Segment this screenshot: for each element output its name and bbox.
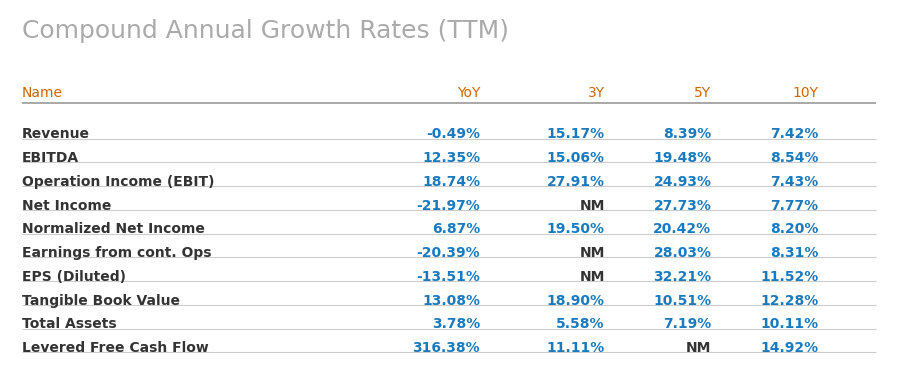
Text: -0.49%: -0.49% xyxy=(427,127,480,142)
Text: 8.31%: 8.31% xyxy=(770,246,818,260)
Text: 19.50%: 19.50% xyxy=(547,223,604,236)
Text: 3.78%: 3.78% xyxy=(432,317,480,331)
Text: 15.17%: 15.17% xyxy=(547,127,604,142)
Text: Normalized Net Income: Normalized Net Income xyxy=(22,223,205,236)
Text: NM: NM xyxy=(579,246,604,260)
Text: NM: NM xyxy=(686,341,711,355)
Text: 10Y: 10Y xyxy=(792,86,818,100)
Text: 14.92%: 14.92% xyxy=(760,341,818,355)
Text: 12.28%: 12.28% xyxy=(760,294,818,308)
Text: 27.91%: 27.91% xyxy=(547,175,604,189)
Text: -13.51%: -13.51% xyxy=(417,270,480,284)
Text: 8.54%: 8.54% xyxy=(770,151,818,165)
Text: 28.03%: 28.03% xyxy=(654,246,711,260)
Text: EPS (Diluted): EPS (Diluted) xyxy=(22,270,126,284)
Text: EBITDA: EBITDA xyxy=(22,151,79,165)
Text: -20.39%: -20.39% xyxy=(417,246,480,260)
Text: 5Y: 5Y xyxy=(694,86,711,100)
Text: -21.97%: -21.97% xyxy=(417,199,480,213)
Text: Name: Name xyxy=(22,86,63,100)
Text: 18.90%: 18.90% xyxy=(547,294,604,308)
Text: 7.19%: 7.19% xyxy=(664,317,711,331)
Text: 5.58%: 5.58% xyxy=(556,317,604,331)
Text: 13.08%: 13.08% xyxy=(422,294,480,308)
Text: 10.11%: 10.11% xyxy=(760,317,818,331)
Text: 7.77%: 7.77% xyxy=(770,199,818,213)
Text: NM: NM xyxy=(579,199,604,213)
Text: Net Income: Net Income xyxy=(22,199,111,213)
Text: 3Y: 3Y xyxy=(587,86,604,100)
Text: 11.52%: 11.52% xyxy=(760,270,818,284)
Text: Operation Income (EBIT): Operation Income (EBIT) xyxy=(22,175,215,189)
Text: 8.20%: 8.20% xyxy=(770,223,818,236)
Text: Total Assets: Total Assets xyxy=(22,317,117,331)
Text: 19.48%: 19.48% xyxy=(654,151,711,165)
Text: 24.93%: 24.93% xyxy=(654,175,711,189)
Text: Levered Free Cash Flow: Levered Free Cash Flow xyxy=(22,341,208,355)
Text: 32.21%: 32.21% xyxy=(654,270,711,284)
Text: 27.73%: 27.73% xyxy=(654,199,711,213)
Text: 20.42%: 20.42% xyxy=(654,223,711,236)
Text: 316.38%: 316.38% xyxy=(412,341,480,355)
Text: 10.51%: 10.51% xyxy=(654,294,711,308)
Text: Revenue: Revenue xyxy=(22,127,90,142)
Text: Tangible Book Value: Tangible Book Value xyxy=(22,294,180,308)
Text: Earnings from cont. Ops: Earnings from cont. Ops xyxy=(22,246,211,260)
Text: 8.39%: 8.39% xyxy=(664,127,711,142)
Text: 18.74%: 18.74% xyxy=(422,175,480,189)
Text: 7.42%: 7.42% xyxy=(770,127,818,142)
Text: NM: NM xyxy=(579,270,604,284)
Text: 11.11%: 11.11% xyxy=(547,341,604,355)
Text: 12.35%: 12.35% xyxy=(422,151,480,165)
Text: 6.87%: 6.87% xyxy=(432,223,480,236)
Text: 15.06%: 15.06% xyxy=(547,151,604,165)
Text: Compound Annual Growth Rates (TTM): Compound Annual Growth Rates (TTM) xyxy=(22,19,509,43)
Text: 7.43%: 7.43% xyxy=(770,175,818,189)
Text: YoY: YoY xyxy=(457,86,480,100)
